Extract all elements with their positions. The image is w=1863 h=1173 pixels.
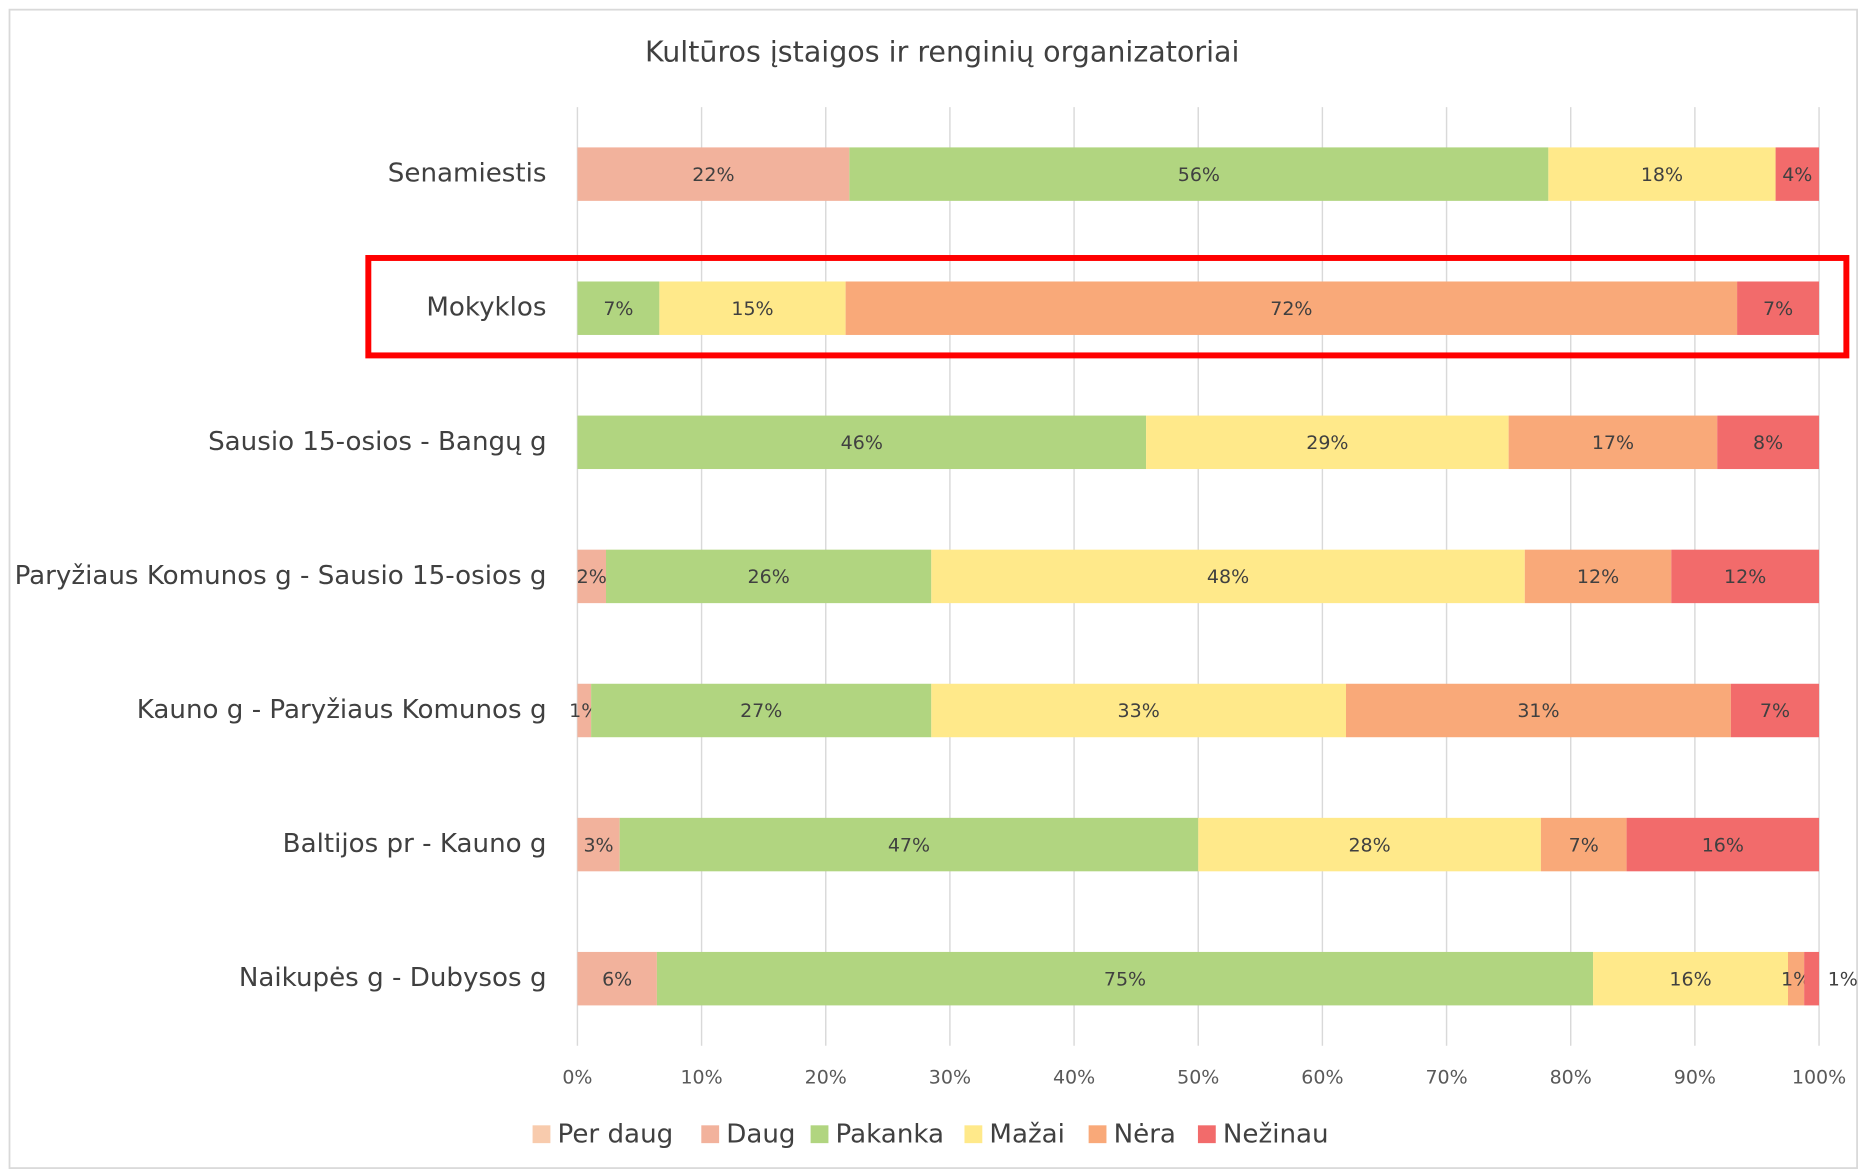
data-label: 46% bbox=[841, 432, 883, 454]
bar-segment bbox=[656, 951, 1594, 1006]
data-label: 18% bbox=[1641, 164, 1683, 186]
bar-segment bbox=[845, 281, 1738, 335]
data-label: 47% bbox=[888, 834, 930, 856]
x-tick-label: 50% bbox=[1177, 1066, 1219, 1088]
x-tick-label: 80% bbox=[1550, 1066, 1592, 1088]
y-tick-label: Sausio 15-osios - Bangų g bbox=[208, 427, 546, 457]
bar-segment bbox=[1717, 415, 1820, 470]
data-label: 75% bbox=[1104, 968, 1146, 990]
legend-label: Mažai bbox=[989, 1119, 1065, 1149]
data-label: 8% bbox=[1753, 432, 1783, 454]
bar-segment bbox=[577, 817, 620, 872]
data-label: 56% bbox=[1178, 164, 1220, 186]
data-label: 22% bbox=[692, 164, 734, 186]
data-label: 27% bbox=[740, 700, 782, 722]
bar-segment bbox=[1626, 817, 1820, 872]
legend-label: Daug bbox=[726, 1119, 795, 1149]
x-tick-label: 30% bbox=[929, 1066, 971, 1088]
x-tick-label: 10% bbox=[680, 1066, 722, 1088]
bar-segment bbox=[1737, 281, 1820, 335]
bar-segment bbox=[849, 147, 1549, 201]
bar-segment bbox=[1540, 817, 1627, 872]
data-label: 48% bbox=[1207, 566, 1249, 588]
bar-segment bbox=[591, 683, 932, 738]
data-label: 28% bbox=[1348, 834, 1390, 856]
y-tick-label: Kauno g - Paryžiaus Komunos g bbox=[137, 695, 547, 725]
legend-swatch bbox=[701, 1125, 720, 1144]
data-label: 2% bbox=[577, 566, 607, 588]
data-label: 3% bbox=[583, 834, 613, 856]
x-tick-label: 70% bbox=[1425, 1066, 1467, 1088]
bar-segment bbox=[605, 549, 932, 604]
data-label: 16% bbox=[1702, 834, 1744, 856]
bar-segment bbox=[1671, 549, 1820, 604]
y-tick-label: Paryžiaus Komunos g - Sausio 15-osios g bbox=[15, 561, 547, 591]
data-label: 7% bbox=[1763, 298, 1793, 320]
bar-segment bbox=[1548, 147, 1776, 201]
legend-swatch bbox=[1197, 1125, 1216, 1144]
y-tick-label: Baltijos pr - Kauno g bbox=[283, 829, 547, 859]
data-label: 12% bbox=[1724, 566, 1766, 588]
data-label: 33% bbox=[1118, 700, 1160, 722]
highlight-box bbox=[365, 255, 1850, 359]
bar-segment bbox=[931, 683, 1346, 738]
legend-swatch bbox=[964, 1125, 983, 1144]
x-tick-label: 40% bbox=[1053, 1066, 1095, 1088]
data-label: 29% bbox=[1306, 432, 1348, 454]
legend-label: Pakanka bbox=[836, 1119, 945, 1149]
bar-segment bbox=[659, 281, 846, 335]
bars: Senamiestis 22% 56% 18% 4% Mokyklos 7% 15% 72% 7%… bbox=[15, 147, 1858, 1006]
x-tick-label: 20% bbox=[805, 1066, 847, 1088]
bar-segment bbox=[577, 147, 850, 201]
data-label: 1% bbox=[1828, 968, 1858, 990]
data-label: 16% bbox=[1669, 968, 1711, 990]
legend-label: Per daug bbox=[558, 1119, 674, 1149]
x-tick-label: 60% bbox=[1301, 1066, 1343, 1088]
legend-swatch bbox=[810, 1125, 829, 1144]
legend-swatch bbox=[532, 1125, 551, 1144]
data-label: 72% bbox=[1270, 298, 1312, 320]
bar-segment bbox=[577, 549, 606, 604]
y-tick-label: Naikupės g - Dubysos g bbox=[239, 963, 547, 993]
bar-segment bbox=[1593, 951, 1788, 1006]
bar-segment bbox=[577, 683, 592, 738]
x-tick-label: 90% bbox=[1674, 1066, 1716, 1088]
chart-title: Kultūros įstaigos ir renginių organizato… bbox=[645, 36, 1239, 69]
legend-label: Nežinau bbox=[1223, 1119, 1329, 1149]
bar-segment bbox=[931, 549, 1525, 604]
data-label: 26% bbox=[748, 566, 790, 588]
bar-segment bbox=[1345, 683, 1731, 738]
legend: Per daug Daug Pakanka Mažai Nėra Nežinau bbox=[532, 1119, 1329, 1149]
bar-segment bbox=[1198, 817, 1541, 872]
data-label: 6% bbox=[602, 968, 632, 990]
bar-segment bbox=[1775, 147, 1820, 201]
legend-swatch bbox=[1088, 1125, 1107, 1144]
bar-segment bbox=[1508, 415, 1718, 470]
y-tick-label: Senamiestis bbox=[388, 159, 547, 189]
data-label: 17% bbox=[1592, 432, 1634, 454]
data-label: 31% bbox=[1517, 700, 1559, 722]
bar-segment bbox=[577, 415, 1147, 470]
data-label: 7% bbox=[1569, 834, 1599, 856]
bar-segment bbox=[1804, 951, 1820, 1006]
bar-segment bbox=[1730, 683, 1820, 738]
data-label: 15% bbox=[731, 298, 773, 320]
data-label: 7% bbox=[1760, 700, 1790, 722]
x-tick-label: 0% bbox=[562, 1066, 592, 1088]
legend-label: Nėra bbox=[1114, 1119, 1176, 1149]
data-label: 1% bbox=[1781, 968, 1811, 990]
bar-segment bbox=[1524, 549, 1672, 604]
bar-segment bbox=[1146, 415, 1509, 470]
bar-segment bbox=[577, 281, 660, 335]
data-label: 4% bbox=[1782, 164, 1812, 186]
bar-segment bbox=[577, 951, 657, 1006]
y-tick-label: Mokyklos bbox=[426, 293, 546, 323]
bar-segment bbox=[1787, 951, 1805, 1006]
data-label: 7% bbox=[603, 298, 633, 320]
data-label: 12% bbox=[1577, 566, 1619, 588]
x-tick-label: 100% bbox=[1792, 1066, 1846, 1088]
bar-segment bbox=[619, 817, 1199, 872]
